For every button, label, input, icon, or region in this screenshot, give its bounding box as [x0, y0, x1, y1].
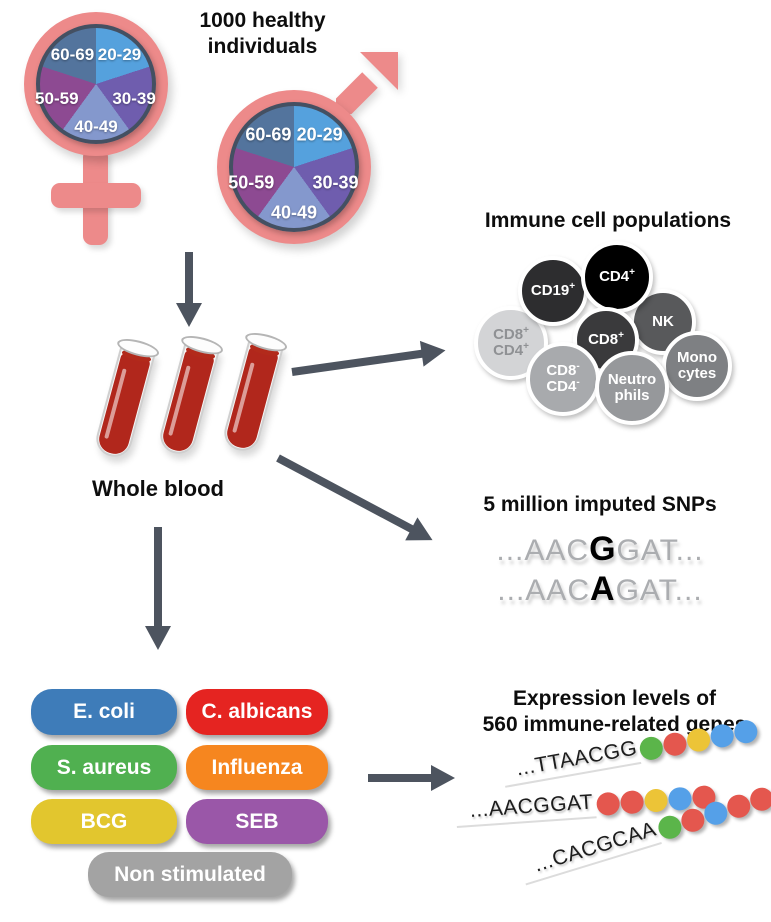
expression-dot	[685, 726, 713, 753]
expression-sequence: ...CACGCAA	[517, 816, 663, 886]
stimulus-non-stimulated: Non stimulated	[88, 852, 292, 897]
expression-dot	[619, 789, 644, 814]
expression-dot	[747, 784, 771, 814]
expression-title: Expression levels of 560 immune-related …	[482, 687, 747, 737]
stimulus-label: SEB	[235, 809, 279, 833]
snp-sequence: ...AACGGAT...	[496, 530, 704, 568]
stimulus-e-coli: E. coli	[31, 689, 177, 735]
stimulus-influenza: Influenza	[186, 745, 328, 790]
expression-dot	[701, 798, 731, 828]
blood-tube	[155, 332, 225, 459]
stimulus-bcg: BCG	[31, 799, 177, 844]
expression-dot	[643, 787, 668, 813]
expression-dot	[638, 734, 665, 762]
expression-dot	[709, 721, 736, 749]
age-pie: 20-29 30-39 40-49 50-59 60-69	[35, 24, 156, 144]
stimulus-label: C. albicans	[201, 700, 313, 723]
title-1000-healthy-individuals: 1000 healthy individuals	[199, 9, 326, 59]
cell-neutrophils: Neutro phils	[595, 351, 669, 425]
immune-cells-title: Immune cell populations	[484, 209, 732, 232]
age-group-label: 40-49	[74, 116, 118, 136]
stimulus-label: BCG	[80, 809, 128, 833]
snp-allele: A	[590, 570, 616, 608]
expression-dot	[595, 791, 621, 816]
blood-tube	[91, 335, 161, 462]
stimulus-label: Non stimulated	[114, 862, 266, 886]
arrow-individuals-to-blood	[185, 252, 193, 304]
age-group-label: 20-29	[296, 124, 343, 145]
expression-dot	[661, 730, 689, 757]
age-group-label: 30-39	[112, 88, 156, 108]
arrow-blood-to-snps	[276, 454, 415, 533]
age-group-label: 50-59	[228, 172, 275, 193]
stimulus-label: Influenza	[211, 755, 303, 779]
age-group-label: 20-29	[97, 44, 142, 64]
snps-title: 5 million imputed SNPs	[483, 493, 717, 516]
stimulus-s-aureus: S. aureus	[31, 745, 177, 790]
cell-cd4: CD4+	[581, 241, 653, 313]
stimulus-c-albicans: C. albicans	[186, 689, 328, 735]
expression-dot	[724, 791, 754, 821]
age-group-label: 50-59	[35, 88, 79, 108]
arrow-blood-to-immune-cells	[291, 349, 424, 376]
expression-dot	[732, 717, 760, 745]
expression-dot	[678, 805, 708, 835]
cell-cd19: CD19+	[518, 256, 588, 326]
expression-sequence: ...AACGGAT	[455, 790, 597, 828]
age-pie: 20-29 30-39 40-49 50-59 60-69	[228, 102, 359, 232]
stimulus-label: S. aureus	[56, 755, 152, 779]
female-symbol-crossbar	[51, 183, 141, 208]
arrow-blood-to-stimuli	[154, 527, 162, 627]
whole-blood-label: Whole blood	[92, 476, 224, 501]
age-group-label: 60-69	[50, 44, 95, 64]
age-group-label: 60-69	[245, 124, 292, 145]
blood-tube	[219, 329, 289, 456]
age-group-label: 30-39	[312, 172, 359, 193]
tube-blood	[96, 351, 152, 457]
tube-blood	[224, 345, 280, 451]
snp-sequence: ...AACAGAT...	[497, 570, 703, 608]
cell-nk: NK	[630, 289, 696, 355]
age-group-label: 40-49	[270, 202, 318, 223]
expression-sequence: ...TTAACGG	[500, 736, 642, 788]
stimulus-label: E. coli	[73, 700, 135, 723]
cell-cd8neg-cd4neg: CD8- CD4-	[526, 342, 600, 416]
snp-allele: G	[589, 530, 617, 568]
cell-monocytes: Mono cytes	[662, 331, 732, 401]
tube-glass	[220, 337, 285, 455]
male-symbol-arrow	[336, 52, 398, 114]
tube-glass	[156, 340, 221, 458]
tube-blood	[160, 348, 216, 454]
tube-glass	[92, 343, 157, 461]
arrow-stimuli-to-expression	[368, 774, 432, 782]
stimulus-seb: SEB	[186, 799, 328, 844]
